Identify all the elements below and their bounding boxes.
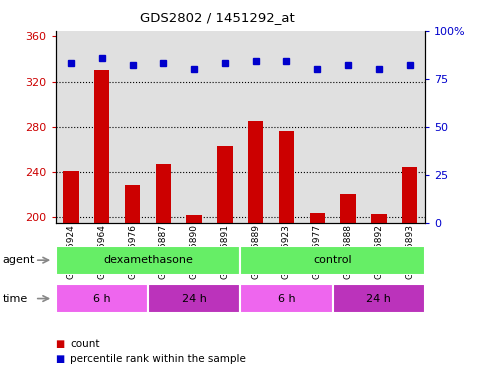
Bar: [310, 213, 325, 223]
Text: dexamethasone: dexamethasone: [103, 255, 193, 265]
Text: agent: agent: [2, 255, 35, 265]
Bar: [186, 215, 202, 223]
Text: count: count: [70, 339, 99, 349]
Bar: [56, 246, 241, 275]
Text: ■: ■: [56, 354, 65, 364]
Bar: [341, 194, 356, 223]
Bar: [148, 284, 241, 313]
Text: 24 h: 24 h: [182, 293, 207, 304]
Bar: [248, 121, 263, 223]
Text: 6 h: 6 h: [93, 293, 111, 304]
Text: GDS2802 / 1451292_at: GDS2802 / 1451292_at: [140, 12, 295, 25]
Text: 24 h: 24 h: [367, 293, 391, 304]
Text: percentile rank within the sample: percentile rank within the sample: [70, 354, 246, 364]
Bar: [333, 284, 425, 313]
Bar: [217, 146, 233, 223]
Bar: [241, 246, 425, 275]
Text: time: time: [2, 293, 28, 304]
Bar: [371, 214, 386, 223]
Bar: [94, 70, 110, 223]
Bar: [63, 171, 79, 223]
Text: ■: ■: [56, 339, 65, 349]
Text: 6 h: 6 h: [278, 293, 295, 304]
Text: control: control: [313, 255, 352, 265]
Bar: [56, 284, 148, 313]
Bar: [402, 167, 417, 223]
Bar: [279, 131, 294, 223]
Bar: [125, 185, 140, 223]
Bar: [241, 284, 333, 313]
Bar: [156, 164, 171, 223]
